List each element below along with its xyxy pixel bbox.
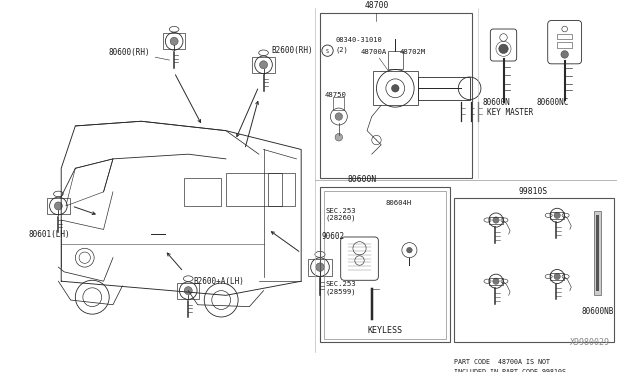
Circle shape — [316, 263, 324, 271]
Text: 99810S: 99810S — [519, 187, 548, 196]
Text: SEC.253
(28599): SEC.253 (28599) — [326, 281, 356, 295]
Bar — [596, 215, 600, 291]
Text: INCLUDED IN PART CODE 99810S.: INCLUDED IN PART CODE 99810S. — [454, 369, 570, 372]
Bar — [550, 273, 564, 280]
Bar — [324, 191, 446, 339]
Text: (2): (2) — [335, 46, 348, 52]
Text: 48750: 48750 — [324, 92, 347, 98]
Bar — [308, 259, 332, 276]
Text: 80600N: 80600N — [348, 175, 377, 184]
Bar — [550, 212, 564, 219]
Text: 80600N: 80600N — [482, 98, 510, 107]
Circle shape — [493, 217, 499, 223]
Circle shape — [335, 134, 342, 141]
Circle shape — [554, 273, 561, 280]
Circle shape — [406, 247, 412, 253]
Text: 80604H: 80604H — [386, 200, 412, 206]
Text: 80601(LH): 80601(LH) — [28, 230, 70, 239]
Circle shape — [335, 113, 342, 120]
Text: 80600NC: 80600NC — [536, 98, 568, 107]
Circle shape — [260, 61, 268, 69]
Text: PART CODE  48700A IS NOT: PART CODE 48700A IS NOT — [454, 359, 550, 365]
Bar — [268, 173, 294, 206]
Circle shape — [499, 44, 508, 54]
Bar — [47, 198, 70, 214]
Text: S: S — [325, 49, 328, 54]
Text: B2600+A(LH): B2600+A(LH) — [193, 277, 244, 286]
Text: 80600(RH): 80600(RH) — [108, 48, 150, 57]
Text: SEC.253
(28260): SEC.253 (28260) — [326, 208, 356, 221]
Text: 80600NB: 80600NB — [581, 307, 614, 315]
Bar — [177, 283, 200, 299]
Bar — [252, 57, 275, 73]
Text: X9980029: X9980029 — [570, 338, 610, 347]
Circle shape — [392, 84, 399, 92]
Text: 90602: 90602 — [322, 232, 345, 241]
Bar — [163, 33, 186, 49]
Text: 08340-31010: 08340-31010 — [335, 37, 382, 43]
Bar — [489, 278, 503, 285]
Text: 48702M: 48702M — [400, 49, 426, 55]
Circle shape — [493, 278, 499, 285]
Bar — [333, 97, 344, 110]
Bar — [454, 198, 614, 342]
Text: 48700: 48700 — [364, 1, 388, 10]
Text: 48700A: 48700A — [360, 49, 387, 55]
Text: B2600(RH): B2600(RH) — [271, 46, 313, 55]
Circle shape — [54, 202, 62, 210]
Bar — [418, 77, 470, 100]
Bar — [388, 51, 403, 70]
Bar — [184, 178, 221, 206]
Bar — [320, 13, 472, 178]
Bar — [594, 211, 602, 295]
Circle shape — [184, 287, 192, 295]
Bar — [557, 34, 572, 39]
Text: KEY MASTER: KEY MASTER — [486, 108, 533, 116]
Bar — [489, 217, 503, 224]
Bar — [320, 187, 450, 342]
Circle shape — [554, 212, 561, 218]
Bar — [557, 42, 572, 48]
Bar — [372, 71, 418, 105]
Bar — [226, 173, 282, 206]
Circle shape — [170, 37, 178, 45]
Text: KEYLESS: KEYLESS — [367, 326, 403, 335]
Circle shape — [561, 51, 568, 58]
